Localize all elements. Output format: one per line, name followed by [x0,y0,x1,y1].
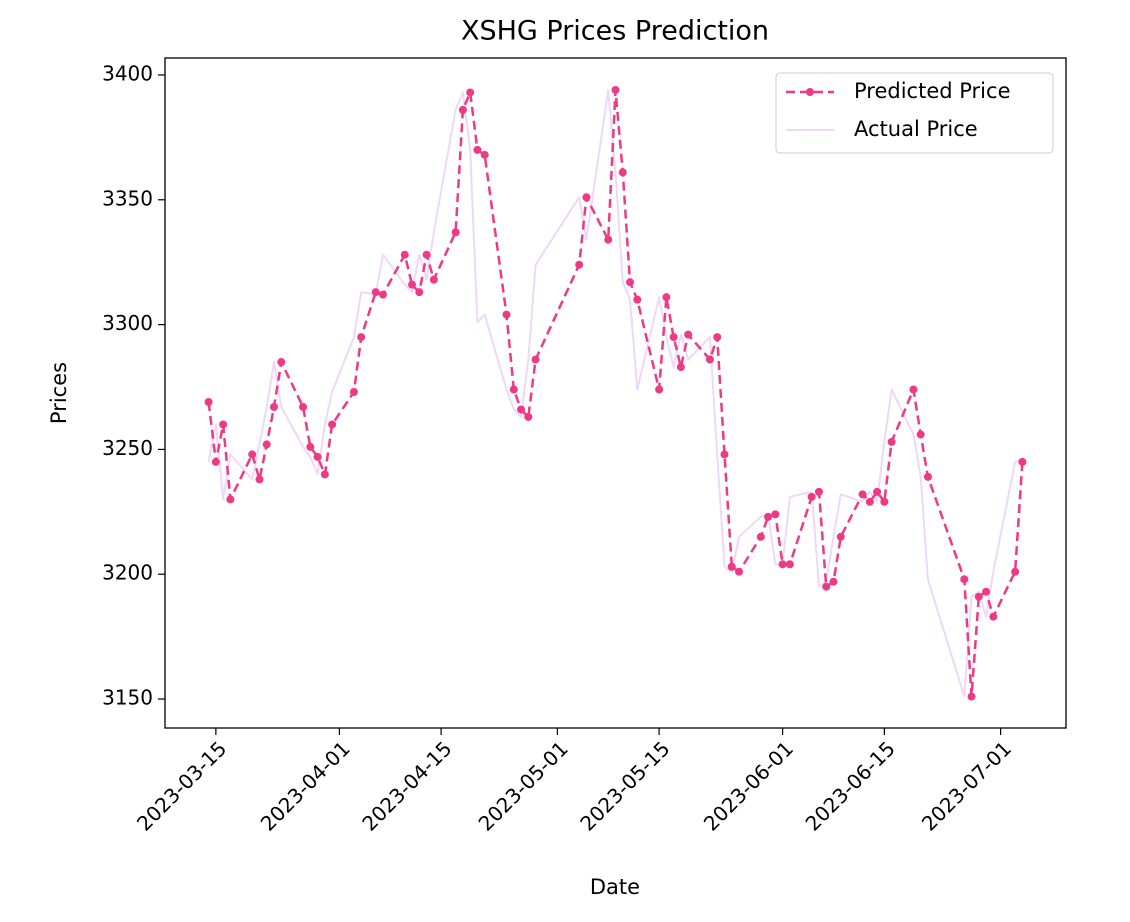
data-point [836,532,845,541]
chart-title: XSHG Prices Prediction [461,16,769,47]
y-tick-label: 3150 [102,686,153,710]
data-point [764,512,773,521]
data-point [429,275,438,284]
data-point [524,412,533,421]
data-point [400,250,409,259]
data-point [626,278,635,287]
data-point [349,388,358,397]
data-point [451,228,460,237]
data-point [771,510,780,519]
y-tick-label: 3250 [102,436,153,460]
data-point [480,150,489,159]
y-tick-label: 3300 [102,311,153,335]
data-point [873,487,882,496]
data-point [684,330,693,339]
y-tick-label: 3200 [102,561,153,585]
data-point [582,193,591,202]
legend-marker [806,88,814,96]
data-point [822,582,831,591]
data-point [604,235,613,244]
data-point [814,487,823,496]
data-point [299,402,308,411]
data-point [357,333,366,342]
data-point [458,105,467,114]
data-point [909,385,918,394]
data-point [502,310,511,319]
data-point [378,290,387,299]
data-point [1018,457,1027,466]
data-point [211,457,220,466]
data-point [974,592,983,601]
data-point [807,492,816,501]
data-point [1011,567,1020,576]
data-point [887,437,896,446]
data-point [923,472,932,481]
data-point [517,405,526,414]
data-point [328,420,337,429]
data-point [865,497,874,506]
data-point [415,288,424,297]
data-point [676,363,685,372]
series-line [207,89,1023,698]
data-point [880,497,889,506]
data-point [320,470,329,479]
plot-frame [164,57,1067,729]
data-point [727,562,736,571]
data-point [531,355,540,364]
data-point [756,532,765,541]
data-point [509,385,518,394]
data-point [248,450,257,459]
y-axis-label: Prices [47,362,71,424]
data-point [618,168,627,177]
data-point [735,567,744,576]
data-point [204,397,213,406]
data-point [916,430,925,439]
data-point [989,612,998,621]
data-point [662,293,671,302]
legend-box [775,72,1054,154]
data-point [611,85,620,94]
data-point [408,280,417,289]
x-axis-label: Date [590,875,640,899]
data-point [313,452,322,461]
data-point [713,333,722,342]
data-point [219,420,228,429]
data-point [226,495,235,504]
data-point [785,560,794,569]
data-point [655,385,664,394]
data-point [277,358,286,367]
data-point [778,560,787,569]
data-point [982,587,991,596]
data-point [705,355,714,364]
data-point [633,295,642,304]
y-tick-label: 3350 [102,186,153,210]
data-point [829,577,838,586]
data-point [422,250,431,259]
y-tick-label: 3400 [102,61,153,85]
data-point [269,402,278,411]
data-point [262,440,271,449]
data-point [306,442,315,451]
data-point [967,692,976,701]
legend-label: Actual Price [854,117,978,141]
data-point [255,475,264,484]
data-point [960,575,969,584]
data-point [473,145,482,154]
data-point [575,260,584,269]
data-point [466,88,475,97]
data-point [669,333,678,342]
data-point [858,490,867,499]
data-point [371,288,380,297]
legend-label: Predicted Price [854,79,1011,103]
data-point [720,450,729,459]
